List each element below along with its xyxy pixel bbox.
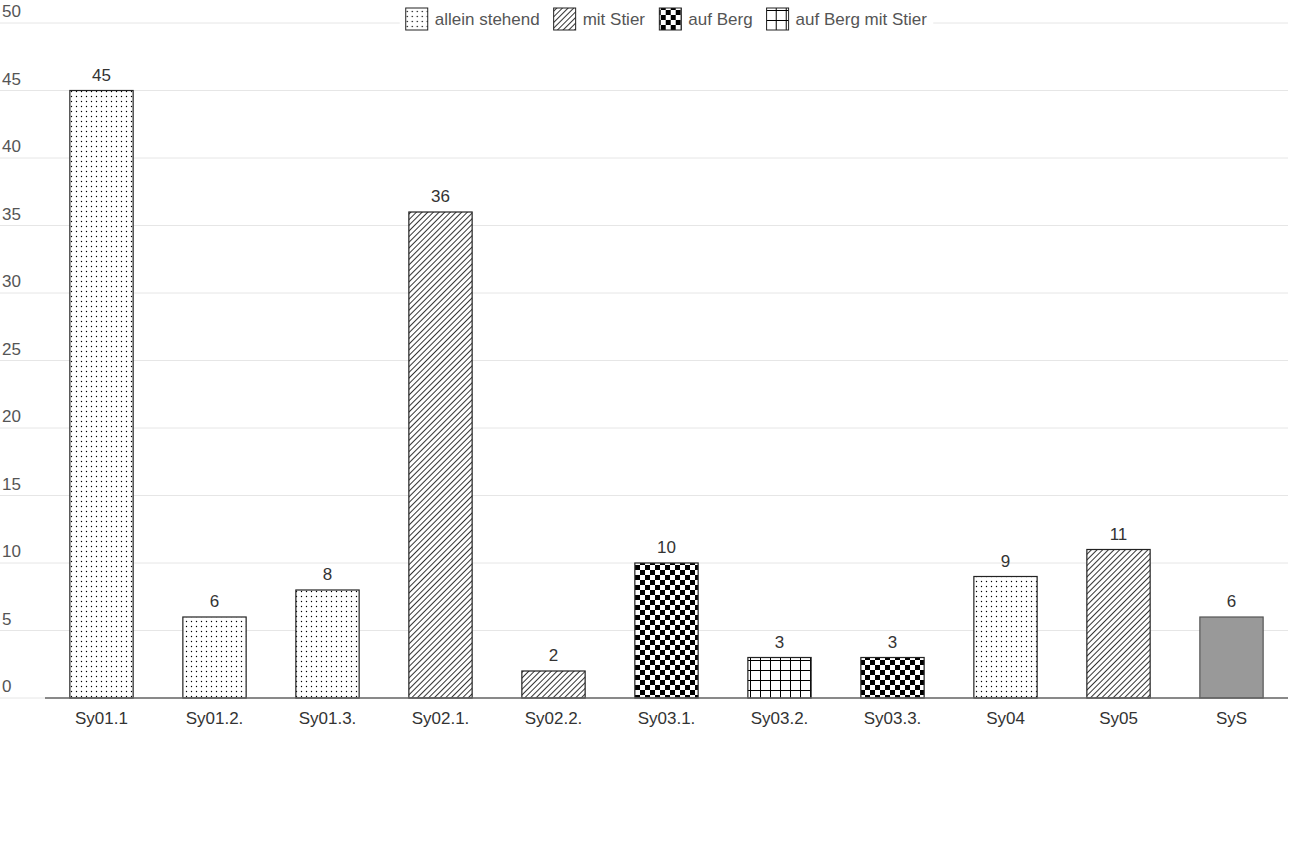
legend-label: auf Berg (688, 10, 752, 29)
y-tick-label: 40 (2, 137, 21, 156)
x-tick-label: Sy01.1 (75, 709, 128, 728)
grid-line (0, 293, 1288, 294)
data-label: 10 (657, 538, 676, 557)
y-tick-label: 15 (2, 475, 21, 494)
y-tick-label: 35 (2, 205, 21, 224)
bar (861, 658, 924, 699)
data-labels: 456893621110336 (92, 66, 1236, 666)
data-label: 11 (1110, 525, 1128, 544)
data-label: 6 (210, 592, 219, 611)
legend-swatch (659, 8, 681, 30)
legend-swatch (767, 8, 789, 30)
legend-label: mit Stier (583, 10, 646, 29)
y-tick-label: 25 (2, 340, 21, 359)
data-label: 6 (1227, 592, 1236, 611)
x-tick-label: Sy01.2. (186, 709, 244, 728)
bar (974, 577, 1037, 699)
grid-line (0, 698, 1288, 699)
data-label: 45 (92, 66, 111, 85)
x-tick-label: Sy03.3. (864, 709, 922, 728)
bar (296, 590, 359, 698)
y-tick-label: 20 (2, 407, 21, 426)
chart: 05101520253035404550456893621110336Sy01.… (0, 0, 1292, 865)
x-tick-label: Sy02.1. (412, 709, 470, 728)
bar (70, 91, 133, 699)
grid-line (0, 428, 1288, 429)
legend-swatch (554, 8, 576, 30)
bar (635, 563, 698, 698)
bar (522, 671, 585, 698)
x-tick-label: SyS (1216, 709, 1247, 728)
grid-line (0, 158, 1288, 159)
data-label: 9 (1001, 552, 1010, 571)
bar (183, 617, 246, 698)
data-label: 3 (775, 633, 784, 652)
y-tick-label: 0 (2, 677, 11, 696)
legend-swatch (406, 8, 428, 30)
bar (409, 212, 472, 698)
x-tick-label: Sy01.3. (299, 709, 357, 728)
x-axis (45, 697, 1288, 699)
y-tick-label: 45 (2, 70, 21, 89)
grid-line (0, 360, 1288, 361)
data-label: 2 (549, 646, 558, 665)
grid-line (0, 90, 1288, 91)
bars (70, 91, 1263, 699)
y-tick-label: 10 (2, 542, 21, 561)
legend-label: allein stehend (435, 10, 540, 29)
legend: allein stehend mit Stier auf Berg auf Berg … (400, 4, 934, 34)
legend-background (400, 4, 934, 34)
x-tick-label: Sy03.1. (638, 709, 696, 728)
grid (0, 23, 1288, 698)
y-tick-label: 30 (2, 272, 21, 291)
data-label: 3 (888, 633, 897, 652)
data-label: 8 (323, 565, 332, 584)
y-tick-label: 5 (2, 610, 11, 629)
bar (1200, 617, 1263, 698)
bar (748, 658, 811, 699)
x-tick-label: Sy05 (1099, 709, 1138, 728)
legend-label: auf Berg mit Stier (796, 10, 928, 29)
x-tick-label: Sy03.2. (751, 709, 809, 728)
x-tick-label: Sy02.2. (525, 709, 583, 728)
bar (1087, 550, 1150, 699)
x-tick-label: Sy04 (986, 709, 1025, 728)
y-tick-label: 50 (2, 2, 21, 21)
data-label: 36 (431, 187, 450, 206)
grid-line (0, 495, 1288, 496)
grid-line (0, 225, 1288, 226)
